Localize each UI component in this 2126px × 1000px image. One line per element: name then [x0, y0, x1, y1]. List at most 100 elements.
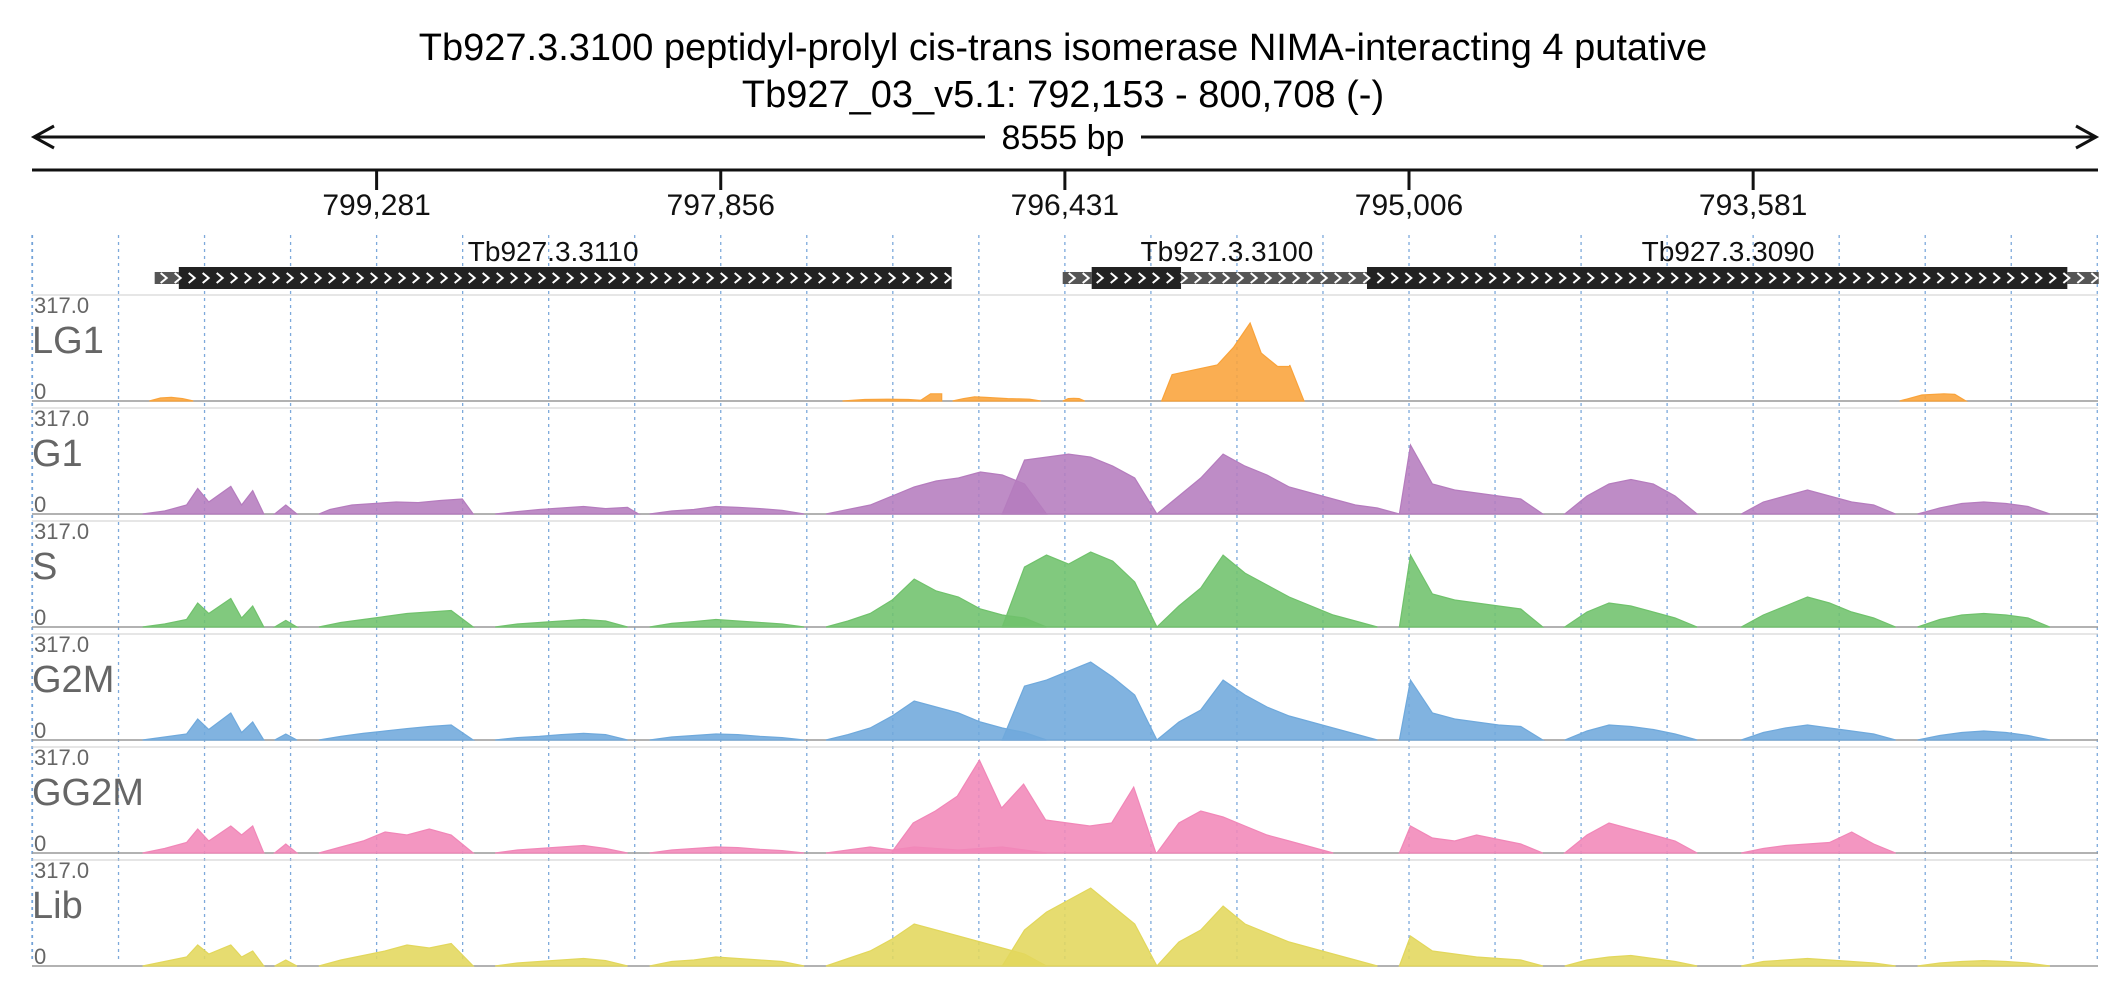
coverage-area: [1741, 831, 1896, 854]
coverage-area: [1741, 489, 1896, 515]
gene-chevrons: [1362, 272, 2099, 284]
track-g2m: 317.0 0 G2M: [32, 632, 2098, 743]
coverage-area: [1001, 887, 1158, 967]
coverage-area: [649, 618, 805, 628]
coverage-area: [1160, 321, 1305, 402]
coverage-area: [1563, 478, 1699, 515]
span-arrow-left: [30, 124, 55, 150]
coverage-area: [1917, 959, 2050, 967]
coverage-area: [318, 942, 475, 967]
coverage-area: [1155, 554, 1378, 628]
x-axis: 799,281 797,856 796,431 795,006 793,581: [32, 168, 2098, 222]
coverage-area: [1741, 957, 1896, 967]
span-arrow-right: [2075, 124, 2100, 150]
track-ymin-label: 0: [34, 379, 46, 404]
coverage-area: [142, 712, 265, 741]
coverage-area: [1917, 501, 2051, 515]
coverage-area: [1155, 905, 1378, 967]
chart-title: Tb927.3.3100 peptidyl-prolyl cis-trans i…: [419, 27, 1707, 69]
track-ymin-label: 0: [34, 492, 46, 517]
track-ymin-label: 0: [34, 831, 46, 856]
coverage-area: [1917, 612, 2051, 628]
coverage-area: [273, 843, 299, 854]
x-tick-label: 793,581: [1699, 189, 1807, 222]
track-ymin-label: 0: [34, 718, 46, 743]
track-s: 317.0 0 S: [32, 519, 2098, 630]
gene-utr5: [1357, 272, 1367, 284]
coverage-area: [1741, 724, 1896, 741]
coverage-area: [649, 505, 805, 515]
x-tick-label: 796,431: [1011, 189, 1119, 222]
coverage-area: [1563, 822, 1698, 854]
coverage-tracks: 317.00LG1317.00G1317.00S317.00G2M317.00G…: [32, 293, 2098, 969]
coverage-area: [495, 618, 628, 628]
grid-lines: [31, 235, 2098, 962]
coverage-area: [1155, 679, 1378, 741]
track-name: GG2M: [32, 772, 144, 814]
coverage-area: [274, 733, 298, 741]
gene-cds: [1091, 267, 1182, 289]
track-ymax-label: 317.0: [34, 858, 89, 883]
coverage-area: [1001, 661, 1158, 741]
coverage-area: [1899, 393, 1969, 402]
chart-subtitle: Tb927_03_v5.1: 792,153 - 800,708 (-): [742, 74, 1384, 116]
coverage-area: [1398, 553, 1545, 628]
coverage-area: [649, 733, 805, 741]
coverage-area: [1001, 551, 1158, 628]
gene-cds: [178, 267, 952, 289]
track-ymax-label: 317.0: [34, 745, 89, 770]
coverage-area: [952, 396, 1041, 402]
track-name: Lib: [32, 885, 83, 927]
coverage-area: [1001, 453, 1158, 515]
coverage-area: [272, 619, 300, 628]
span-label: 8555 bp: [1002, 119, 1125, 157]
coverage-area: [273, 504, 299, 515]
coverage-area: [495, 505, 641, 515]
coverage-area: [1398, 678, 1545, 741]
coverage-area: [1562, 602, 1698, 628]
coverage-area: [1062, 397, 1085, 402]
track-ymax-label: 317.0: [34, 632, 89, 657]
coverage-area: [1741, 596, 1896, 628]
coverage-area: [142, 597, 265, 628]
coverage-area: [649, 846, 805, 854]
gene-model: Tb927.3.3090: [1357, 236, 2099, 289]
coverage-area: [1564, 954, 1698, 967]
gene-label: Tb927.3.3090: [1642, 236, 1815, 267]
gene-label: Tb927.3.3110: [468, 236, 639, 267]
track-lg1: 317.0 0 LG1: [32, 293, 2098, 404]
track-ymin-label: 0: [34, 605, 46, 630]
coverage-area: [495, 844, 628, 854]
gene-label: Tb927.3.3100: [1141, 236, 1314, 267]
coverage-area: [1155, 453, 1400, 515]
track-name: LG1: [32, 320, 104, 362]
coverage-area: [495, 732, 628, 741]
coverage-area: [649, 956, 805, 967]
track-name: G2M: [32, 659, 114, 701]
coverage-area: [1398, 935, 1543, 967]
track-ymin-label: 0: [34, 944, 46, 969]
span-indicator: 8555 bp: [30, 119, 2100, 157]
track-g1: 317.0 0 G1: [32, 406, 2098, 517]
coverage-area: [142, 485, 265, 515]
gene-chevrons: [1068, 272, 1385, 284]
coverage-area: [1564, 724, 1698, 741]
track-lib: 317.0 0 Lib: [32, 858, 2098, 969]
coverage-area: [142, 944, 265, 967]
x-tick-label: 797,856: [667, 189, 775, 222]
coverage-area: [495, 957, 628, 967]
coverage-area: [1917, 730, 2051, 741]
coverage-area: [142, 825, 265, 854]
coverage-area: [917, 393, 943, 402]
track-ymax-label: 317.0: [34, 519, 89, 544]
coverage-area: [890, 758, 1157, 854]
span-label-background: [985, 119, 1141, 155]
coverage-area: [318, 498, 475, 515]
coverage-area: [1155, 810, 1334, 854]
gene-cds: [1366, 267, 2068, 289]
coverage-area: [318, 609, 475, 628]
coverage-area: [149, 396, 194, 402]
x-tick-label: 799,281: [322, 189, 430, 222]
x-tick-label: 795,006: [1355, 189, 1463, 222]
coverage-area: [274, 959, 298, 967]
